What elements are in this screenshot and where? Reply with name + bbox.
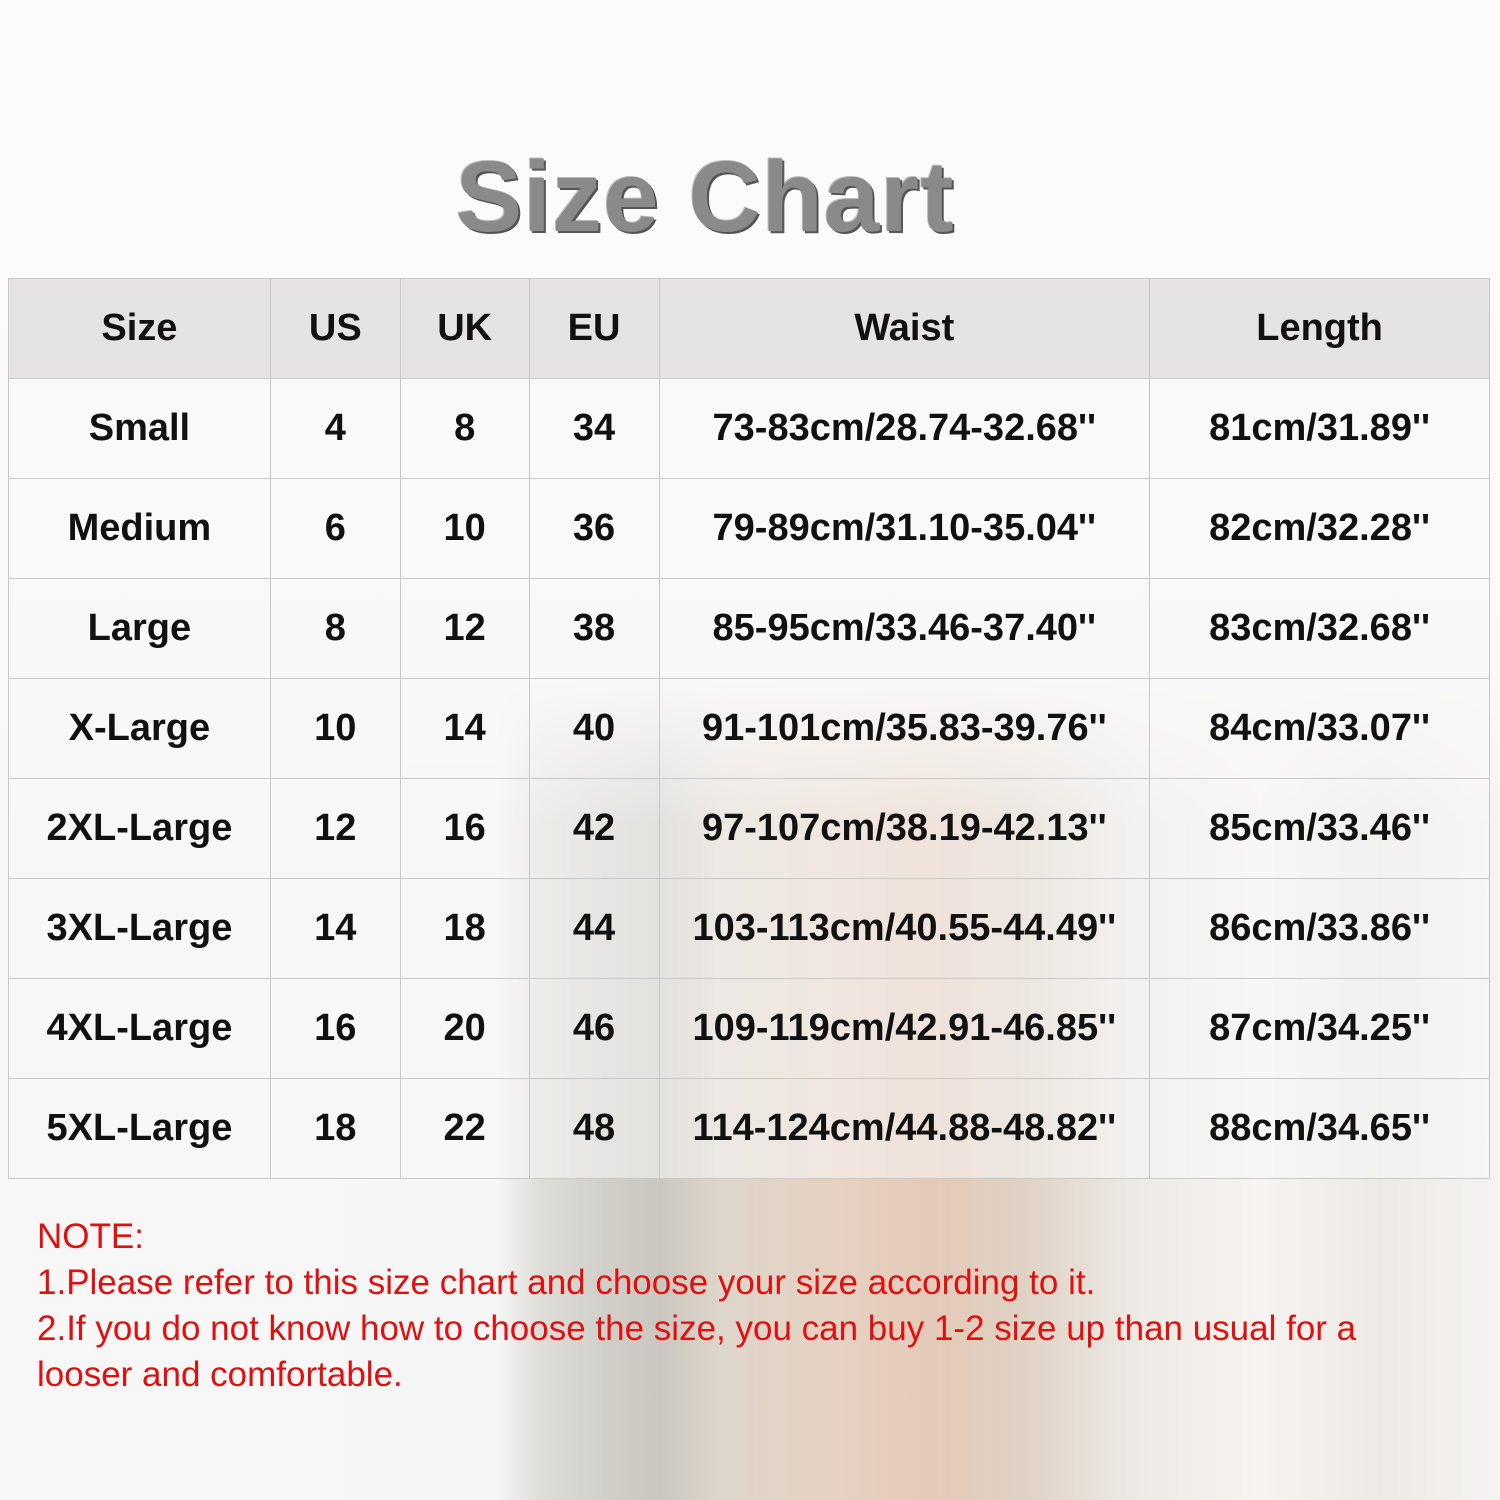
note-heading: NOTE: [37, 1217, 144, 1256]
table-cell: 73-83cm/28.74-32.68'' [658, 378, 1151, 479]
table-cell: 42 [528, 778, 660, 879]
table-cell: 36 [528, 478, 660, 579]
table-cell: 8 [399, 378, 530, 479]
table-cell: 44 [528, 878, 660, 979]
column-header: UK [399, 278, 530, 379]
table-row: 4XL-Large 16 20 46 109-119cm/42.91-46.85'' 87… [8, 978, 1490, 1079]
table-cell: 84cm/33.07'' [1149, 678, 1490, 779]
table-cell: 14 [399, 678, 530, 779]
table-row: Large 8 12 38 85-95cm/33.46-37.40'' 83cm/32.6… [8, 578, 1490, 679]
table-cell: 3XL-Large [8, 878, 271, 979]
table-cell: 2XL-Large [8, 778, 271, 879]
table-cell: 85cm/33.46'' [1149, 778, 1490, 879]
header-row: Size US UK EU Waist Length [8, 278, 1490, 379]
table-row: Medium 6 10 36 79-89cm/31.10-35.04'' 82cm/32.… [8, 478, 1490, 579]
note-line-1: 1.Please refer to this size chart and ch… [37, 1263, 1096, 1302]
table-row: X-Large 10 14 40 91-101cm/35.83-39.76'' 84cm/… [8, 678, 1490, 779]
table-cell: Large [8, 578, 271, 679]
table-row: 5XL-Large 18 22 48 114-124cm/44.88-48.82'' 88… [8, 1078, 1490, 1179]
table-cell: 22 [399, 1078, 530, 1179]
table-cell: 40 [528, 678, 660, 779]
table-cell: 91-101cm/35.83-39.76'' [658, 678, 1151, 779]
table-cell: 81cm/31.89'' [1149, 378, 1490, 479]
table-cell: 114-124cm/44.88-48.82'' [658, 1078, 1151, 1179]
table-cell: 103-113cm/40.55-44.49'' [658, 878, 1151, 979]
table-cell: 12 [399, 578, 530, 679]
table-cell: 12 [269, 778, 401, 879]
note: NOTE: 1.Please refer to this size chart … [37, 1214, 1457, 1398]
table-cell: 48 [528, 1078, 660, 1179]
table-cell: 46 [528, 978, 660, 1079]
size-table: Size US UK EU Waist Length Small 4 8 34 73-83cm/2… [8, 278, 1490, 1179]
table-cell: 79-89cm/31.10-35.04'' [658, 478, 1151, 579]
table-row: 3XL-Large 14 18 44 103-113cm/40.55-44.49'' 86… [8, 878, 1490, 979]
table-cell: 14 [269, 878, 401, 979]
table-cell: 4XL-Large [8, 978, 271, 1079]
table-cell: 18 [269, 1078, 401, 1179]
column-header: Length [1149, 278, 1490, 379]
table-cell: 86cm/33.86'' [1149, 878, 1490, 979]
note-line-2: 2.If you do not know how to choose the s… [37, 1309, 1357, 1394]
table-cell: 16 [399, 778, 530, 879]
table-cell: 83cm/32.68'' [1149, 578, 1490, 679]
table-cell: X-Large [8, 678, 271, 779]
table-cell: 20 [399, 978, 530, 1079]
table-cell: 18 [399, 878, 530, 979]
table-cell: 38 [528, 578, 660, 679]
table-cell: 34 [528, 378, 660, 479]
table-cell: Small [8, 378, 271, 479]
table-cell: 6 [269, 478, 401, 579]
table-cell: 5XL-Large [8, 1078, 271, 1179]
table-cell: 16 [269, 978, 401, 1079]
table-cell: 87cm/34.25'' [1149, 978, 1490, 1079]
table-cell: 97-107cm/38.19-42.13'' [658, 778, 1151, 879]
table-cell: 10 [399, 478, 530, 579]
column-header: Size [8, 278, 271, 379]
table-row: Small 4 8 34 73-83cm/28.74-32.68'' 81cm/31.89… [8, 378, 1490, 479]
table-cell: 88cm/34.65'' [1149, 1078, 1490, 1179]
table-cell: 4 [269, 378, 401, 479]
table-cell: Medium [8, 478, 271, 579]
table-row: 2XL-Large 12 16 42 97-107cm/38.19-42.13'' 85c… [8, 778, 1490, 879]
column-header: US [269, 278, 401, 379]
table-cell: 109-119cm/42.91-46.85'' [658, 978, 1151, 1079]
table-cell: 8 [269, 578, 401, 679]
column-header: Waist [658, 278, 1151, 379]
page-title: Size Chart [455, 141, 955, 253]
column-header: EU [528, 278, 660, 379]
table-cell: 10 [269, 678, 401, 779]
table-cell: 82cm/32.28'' [1149, 478, 1490, 579]
table-cell: 85-95cm/33.46-37.40'' [658, 578, 1151, 679]
